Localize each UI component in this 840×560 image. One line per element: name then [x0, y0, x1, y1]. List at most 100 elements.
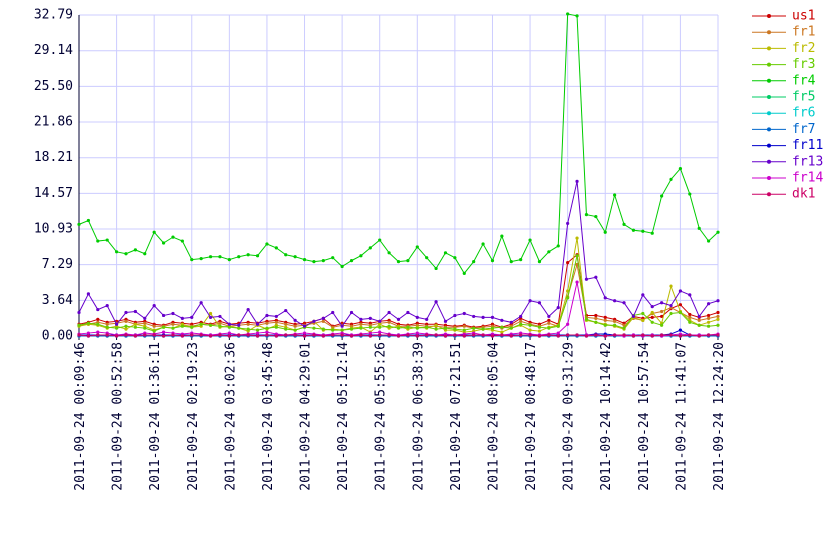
point [274, 334, 278, 338]
point [396, 317, 401, 321]
point [472, 314, 476, 319]
point [537, 301, 542, 305]
point [707, 333, 711, 337]
point [716, 317, 720, 321]
point [218, 321, 222, 325]
point [650, 315, 654, 319]
point [613, 319, 617, 323]
point [716, 230, 720, 234]
point [321, 319, 325, 323]
point [622, 326, 626, 330]
point [218, 255, 222, 259]
point [584, 317, 589, 321]
point [133, 322, 137, 326]
point [462, 324, 466, 328]
point [406, 310, 410, 315]
point [133, 248, 137, 252]
point [519, 258, 523, 262]
point [490, 259, 495, 263]
legend-dot [767, 46, 771, 51]
point [161, 334, 166, 338]
point [387, 251, 391, 255]
point [556, 324, 560, 328]
point [415, 315, 419, 319]
point [161, 330, 166, 334]
y-tick-label: 10.93 [34, 222, 73, 237]
point [321, 327, 325, 331]
point [509, 326, 513, 330]
point [114, 250, 119, 254]
legend-label: fr4 [792, 73, 816, 88]
x-tick-label: 2011-09-24 07:21:51 [449, 342, 464, 491]
point [481, 327, 485, 331]
point [114, 326, 119, 330]
point [359, 322, 363, 326]
point [255, 254, 260, 258]
point [208, 255, 213, 259]
point [622, 222, 626, 226]
y-tick-label: 25.50 [34, 79, 73, 94]
y-tick-label: 32.79 [34, 8, 73, 23]
point [340, 328, 344, 332]
point [537, 329, 542, 333]
point [490, 334, 495, 338]
point [584, 334, 589, 338]
point [105, 322, 109, 326]
point [660, 333, 664, 337]
point [77, 222, 81, 226]
point [96, 322, 100, 326]
legend-dot [767, 30, 771, 35]
point [481, 242, 485, 246]
point [387, 320, 391, 324]
point [161, 313, 166, 318]
point [190, 315, 194, 319]
legend-label: fr11 [792, 138, 823, 153]
point [199, 322, 203, 326]
point [255, 322, 260, 326]
point [641, 229, 645, 233]
legend-dot [767, 127, 771, 132]
point [500, 234, 504, 238]
x-tick-label: 2011-09-24 10:57:54 [637, 342, 652, 491]
point [434, 323, 438, 327]
point [378, 238, 382, 242]
point [434, 333, 438, 337]
point [688, 320, 692, 324]
point [255, 334, 260, 338]
point [208, 311, 213, 316]
point [77, 323, 81, 327]
point [349, 334, 354, 338]
point [594, 214, 598, 219]
point [359, 254, 363, 258]
legend-dot [767, 111, 771, 116]
point [180, 334, 184, 338]
point [180, 239, 184, 243]
point [688, 315, 692, 319]
point [566, 296, 570, 300]
point [519, 322, 523, 326]
point [622, 323, 626, 327]
point [566, 260, 570, 265]
point [124, 333, 128, 337]
point [208, 323, 213, 327]
point [697, 323, 701, 327]
point [124, 319, 128, 323]
point [462, 328, 466, 332]
point [293, 324, 297, 328]
point [133, 325, 137, 329]
point [481, 333, 485, 337]
x-tick-label: 2011-09-24 11:41:07 [674, 342, 689, 491]
point [387, 310, 391, 315]
point [660, 323, 664, 327]
x-tick-label: 2011-09-24 05:55:26 [374, 342, 389, 491]
point [321, 316, 325, 320]
point [331, 310, 335, 315]
point [425, 317, 429, 321]
point [678, 166, 683, 171]
point [378, 325, 382, 329]
point [575, 14, 579, 18]
point [660, 314, 664, 319]
point [707, 320, 711, 324]
point [500, 325, 504, 329]
point [472, 326, 476, 330]
